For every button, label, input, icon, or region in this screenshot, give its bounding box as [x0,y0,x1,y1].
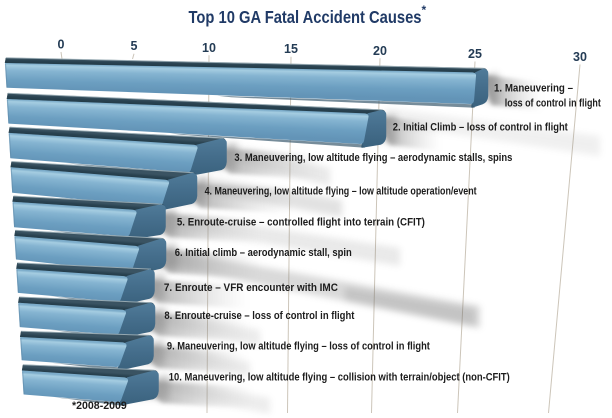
svg-text:10. Maneuvering, low altitude: 10. Maneuvering, low altitude flying – c… [169,372,510,384]
svg-text:5. Enroute-cruise – controlled: 5. Enroute-cruise – controlled flight in… [177,217,425,229]
svg-text:20: 20 [373,44,387,58]
svg-text:4. Maneuvering, low altitude f: 4. Maneuvering, low altitude flying – lo… [205,185,477,197]
svg-text:5: 5 [131,39,138,53]
svg-text:1. Maneuvering –: 1. Maneuvering – [494,83,573,95]
svg-text:loss of control in flight: loss of control in flight [505,98,601,110]
svg-text:8. Enroute-cruise – loss of co: 8. Enroute-cruise – loss of control in f… [164,310,354,322]
svg-text:6. Initial climb – aerodynamic: 6. Initial climb – aerodynamic stall, sp… [175,247,352,259]
svg-text:3. Maneuvering, low altitude f: 3. Maneuvering, low altitude flying – ae… [234,152,512,164]
svg-text:Top 10 GA Fatal Accident Cause: Top 10 GA Fatal Accident Causes [189,7,422,27]
svg-text:10: 10 [202,41,216,55]
svg-text:*2008-2009: *2008-2009 [72,400,127,412]
svg-text:7. Enroute – VFR encounter wit: 7. Enroute – VFR encounter with IMC [164,282,338,294]
svg-text:25: 25 [468,47,482,61]
svg-text:*: * [422,3,427,17]
svg-text:0: 0 [58,38,65,52]
svg-text:15: 15 [284,42,298,56]
svg-text:30: 30 [573,50,587,64]
svg-text:9. Maneuvering, low altitude f: 9. Maneuvering, low altitude flying – lo… [167,341,430,353]
svg-text:2. Initial Climb – loss of con: 2. Initial Climb – loss of control in fl… [393,122,568,134]
